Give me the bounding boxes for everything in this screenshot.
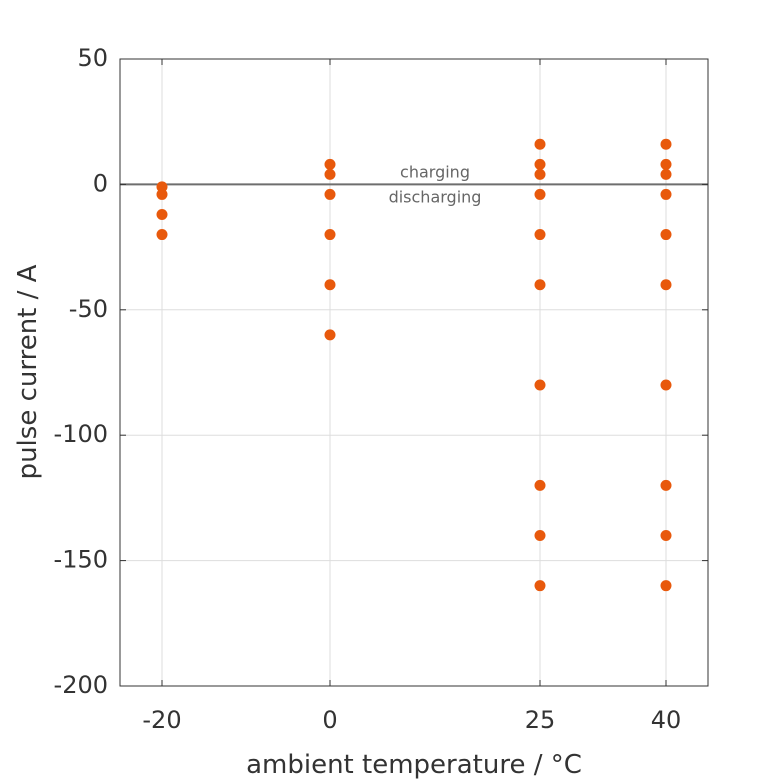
data-point	[156, 188, 168, 200]
y-tick-label: 50	[77, 44, 108, 72]
y-tick-label: -50	[69, 295, 108, 323]
data-point	[534, 580, 546, 592]
y-tick-label: -200	[54, 671, 108, 699]
data-point	[156, 229, 168, 241]
data-point	[534, 479, 546, 491]
plot-frame	[119, 58, 709, 687]
x-tick-label: 25	[525, 706, 556, 734]
grid-layer	[120, 58, 708, 687]
data-point	[534, 379, 546, 391]
data-point	[660, 530, 672, 542]
x-tick-label: -20	[142, 706, 181, 734]
data-point	[324, 229, 336, 241]
data-point	[324, 329, 336, 341]
y-tick-labels: 50 0 -50 -100 -150 -200	[54, 44, 108, 699]
data-point	[324, 188, 336, 200]
data-point	[660, 479, 672, 491]
x-tick-label: 0	[322, 706, 337, 734]
y-axis-label: pulse current / A	[13, 264, 43, 479]
x-tick-labels: -20 0 25 40	[142, 706, 681, 734]
data-point	[660, 138, 672, 150]
data-point	[534, 530, 546, 542]
data-point	[660, 168, 672, 180]
annotation-charging: charging	[400, 163, 470, 182]
data-point	[660, 580, 672, 592]
data-point	[534, 188, 546, 200]
data-point	[324, 168, 336, 180]
x-tick-label: 40	[651, 706, 682, 734]
data-points-layer	[156, 138, 672, 592]
data-point	[660, 158, 672, 170]
y-tick-label: -100	[54, 420, 108, 448]
data-point	[660, 188, 672, 200]
annotation-discharging: discharging	[389, 188, 482, 207]
data-point	[324, 279, 336, 291]
plot-frame-layer	[119, 58, 709, 687]
y-tick-label: -150	[54, 546, 108, 574]
data-point	[156, 208, 168, 220]
data-point	[534, 168, 546, 180]
data-point	[660, 279, 672, 291]
data-point	[534, 158, 546, 170]
data-point	[156, 181, 168, 193]
annotation-layer: charging discharging	[389, 163, 482, 207]
data-point	[324, 158, 336, 170]
data-point	[534, 279, 546, 291]
x-axis-label: ambient temperature / °C	[246, 750, 582, 780]
y-tick-label: 0	[93, 169, 108, 197]
data-point	[660, 229, 672, 241]
data-point	[534, 229, 546, 241]
data-point	[660, 379, 672, 391]
data-point	[534, 138, 546, 150]
